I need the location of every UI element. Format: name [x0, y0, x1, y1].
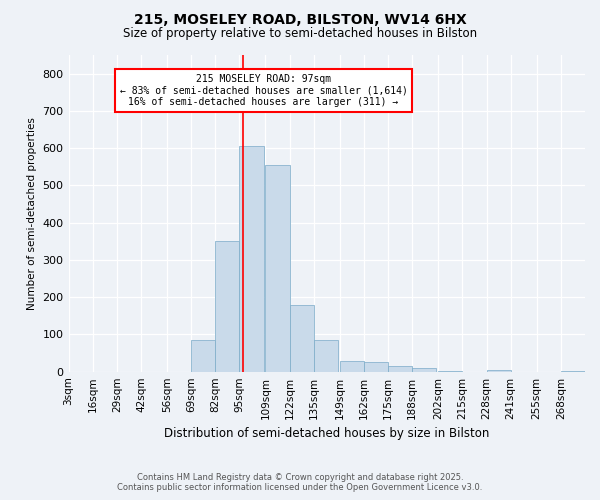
Bar	[239, 146, 263, 372]
Bar	[340, 360, 364, 372]
Bar	[561, 371, 585, 372]
Text: Size of property relative to semi-detached houses in Bilston: Size of property relative to semi-detach…	[123, 28, 477, 40]
Bar	[364, 362, 388, 372]
Text: 215, MOSELEY ROAD, BILSTON, WV14 6HX: 215, MOSELEY ROAD, BILSTON, WV14 6HX	[134, 12, 466, 26]
Bar	[314, 340, 338, 372]
Bar	[438, 371, 463, 372]
Bar	[191, 340, 215, 372]
Bar	[412, 368, 436, 372]
Bar	[215, 242, 239, 372]
Bar	[487, 370, 511, 372]
X-axis label: Distribution of semi-detached houses by size in Bilston: Distribution of semi-detached houses by …	[164, 427, 490, 440]
Bar	[388, 366, 412, 372]
Text: Contains HM Land Registry data © Crown copyright and database right 2025.
Contai: Contains HM Land Registry data © Crown c…	[118, 473, 482, 492]
Y-axis label: Number of semi-detached properties: Number of semi-detached properties	[27, 117, 37, 310]
Text: 215 MOSELEY ROAD: 97sqm
← 83% of semi-detached houses are smaller (1,614)
16% of: 215 MOSELEY ROAD: 97sqm ← 83% of semi-de…	[119, 74, 407, 107]
Bar	[290, 304, 314, 372]
Bar	[265, 165, 290, 372]
